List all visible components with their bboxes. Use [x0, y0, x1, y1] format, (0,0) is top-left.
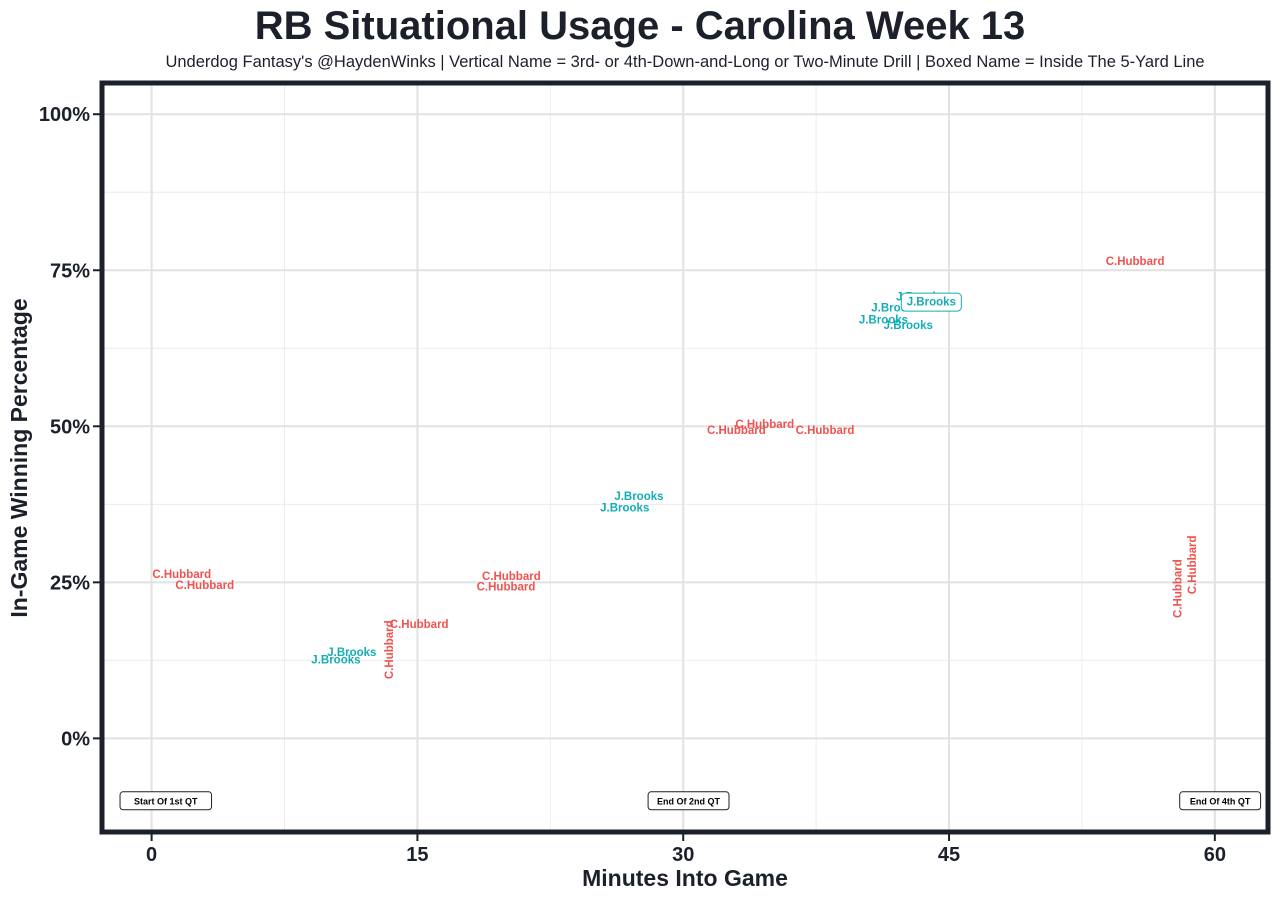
y-tick-label: 75% [50, 260, 90, 282]
quarter-markers: Start Of 1st QT End Of 2nd QT End Of 4th Q… [119, 791, 1262, 811]
quarter-marker-label: Start Of 1st QT [134, 796, 198, 806]
player-label: C.Hubbard [707, 425, 766, 437]
y-tick-label: 50% [50, 416, 90, 438]
x-tick-label: 30 [672, 844, 694, 866]
quarter-marker-label: End Of 2nd QT [657, 796, 720, 806]
plot-panel-border [99, 80, 1271, 835]
x-tick-label: 15 [406, 844, 428, 866]
x-tick-label: 0 [146, 844, 157, 866]
player-label: C.Hubbard [390, 619, 449, 631]
quarter-marker: End Of 4th QT [1179, 791, 1262, 811]
y-tick-label: 25% [50, 572, 90, 594]
y-tick-label: 0% [61, 728, 90, 750]
player-label-boxed: J.Brooks [900, 292, 962, 312]
player-label-vertical: C.Hubbard [1173, 559, 1185, 618]
player-label: C.Hubbard [477, 582, 536, 594]
quarter-marker-box [1179, 791, 1262, 811]
quarter-marker-label: End Of 4th QT [1190, 796, 1251, 806]
player-label: J.Brooks [311, 655, 360, 667]
y-axis-ticks: 0% 25% 50% 75% 100% [39, 104, 100, 750]
chart-title: RB Situational Usage - Carolina Week 13 [254, 4, 1026, 48]
player-label: J.Brooks [859, 315, 908, 327]
player-label: J.Brooks [327, 647, 376, 659]
player-label-box [900, 292, 962, 312]
quarter-marker: Start Of 1st QT [119, 791, 213, 811]
player-label: J.Brooks [600, 502, 649, 514]
player-label: C.Hubbard [735, 419, 794, 431]
x-axis-ticks: 0 15 30 45 60 [146, 834, 1226, 866]
player-label: J.Brooks [884, 320, 933, 332]
player-label: C.Hubbard [175, 580, 234, 592]
player-label: J.Brooks [614, 491, 663, 503]
y-tick-label: 100% [39, 104, 90, 126]
x-axis-title: Minutes Into Game [582, 865, 788, 891]
quarter-marker-box [119, 791, 213, 811]
player-label: C.Hubbard [482, 571, 541, 583]
quarter-marker-box [647, 791, 730, 811]
player-label: C.Hubbard [1106, 256, 1165, 268]
player-label-vertical: C.Hubbard [384, 620, 396, 679]
x-tick-label: 60 [1204, 844, 1226, 866]
player-label: C.Hubbard [796, 425, 855, 437]
quarter-marker: End Of 2nd QT [647, 791, 730, 811]
player-label: C.Hubbard [152, 569, 211, 581]
y-axis-title: In-Game Winning Percentage [6, 298, 32, 617]
player-label: J.Brooks [907, 297, 956, 309]
grid-lines [102, 83, 1268, 832]
player-label-vertical: C.Hubbard [1187, 535, 1199, 594]
chart-subtitle: Underdog Fantasy's @HaydenWinks | Vertic… [165, 53, 1205, 71]
x-tick-label: 45 [938, 844, 960, 866]
